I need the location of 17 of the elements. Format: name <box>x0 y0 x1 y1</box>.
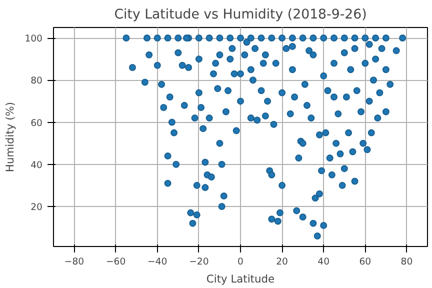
y-tick-label: 40 <box>30 160 43 171</box>
y-tick-label: 60 <box>30 118 43 129</box>
x-tick-label: −20 <box>189 256 209 268</box>
x-tick-label: 0 <box>238 256 244 268</box>
x-axis-title: City Latitude <box>206 272 275 286</box>
x-tick-label: 60 <box>359 256 372 268</box>
x-tick-label: −60 <box>106 256 126 268</box>
x-tick-label: 80 <box>400 256 413 268</box>
y-tick-label: 80 <box>30 76 43 87</box>
x-tick-label: 40 <box>318 256 330 268</box>
chart-title: City Latitude vs Humidity (2018-9-26) <box>114 8 367 22</box>
x-tick-label: −80 <box>64 256 84 268</box>
x-tick-label: −40 <box>148 256 168 268</box>
y-axis-title: Humidity (%) <box>4 102 17 172</box>
x-tick-label: 20 <box>276 256 288 268</box>
y-tick-label: 100 <box>24 34 43 45</box>
y-tick-label: 20 <box>30 202 43 213</box>
